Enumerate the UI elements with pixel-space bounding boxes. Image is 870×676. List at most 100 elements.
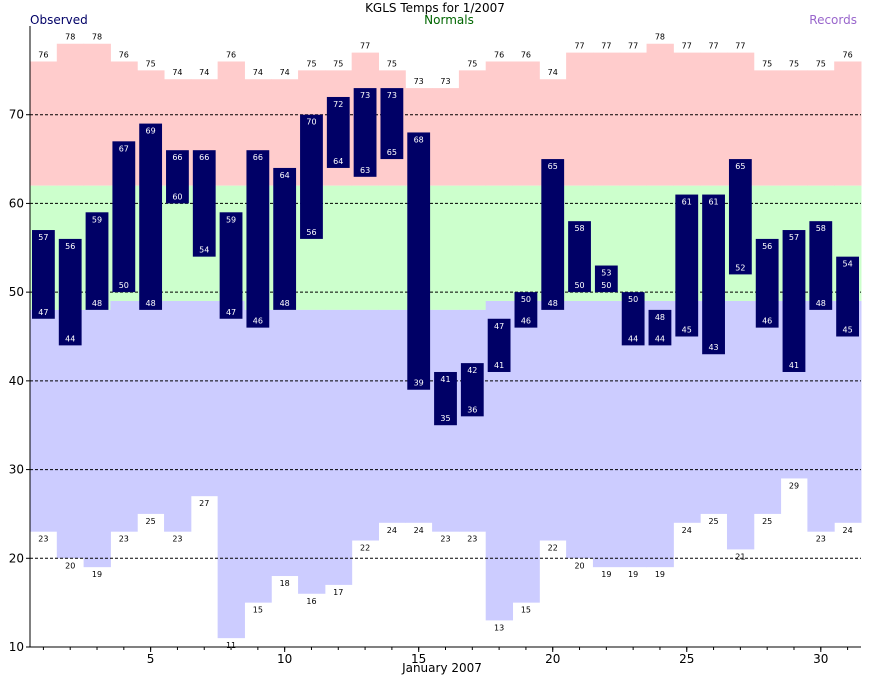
record-low-label: 29 (789, 481, 799, 490)
record-high-label: 77 (601, 42, 611, 51)
observed-low-label: 35 (440, 414, 450, 423)
observed-bar (300, 114, 323, 239)
observed-bar (32, 230, 55, 319)
record-low-label: 20 (65, 561, 75, 570)
observed-low-label: 43 (708, 343, 718, 352)
y-tick-label: 10 (9, 640, 24, 654)
x-tick-label: 5 (147, 652, 155, 666)
x-axis-label: January 2007 (401, 661, 482, 675)
observed-bar (594, 265, 618, 293)
y-tick-label: 20 (9, 551, 24, 565)
observed-low-label: 64 (333, 157, 343, 166)
observed-bar (782, 230, 806, 372)
record-low-band (324, 309, 353, 585)
record-low-band (164, 301, 192, 532)
observed-high-label: 66 (199, 153, 209, 162)
observed-high-label: 66 (253, 153, 263, 162)
observed-high-label: 41 (440, 375, 450, 384)
record-high-band (458, 70, 487, 186)
y-tick-label: 40 (9, 374, 24, 388)
x-tick-label: 15 (411, 652, 426, 666)
record-low-label: 11 (226, 641, 236, 650)
record-low-band (190, 301, 219, 497)
record-low-band (566, 301, 594, 559)
record-low-band (56, 309, 85, 559)
record-high-label: 74 (280, 68, 290, 77)
record-low-label: 25 (146, 517, 156, 526)
record-low-label: 25 (708, 517, 718, 526)
observed-bar (166, 150, 189, 204)
x-tick-label: 20 (545, 652, 560, 666)
normal-band (646, 185, 674, 302)
record-high-band (700, 52, 728, 186)
observed-bar (219, 212, 243, 319)
record-high-band (807, 70, 835, 186)
record-low-label: 19 (655, 570, 665, 579)
legend-normals: Normals (424, 13, 474, 27)
normal-band (512, 185, 540, 302)
record-low-label: 15 (253, 606, 263, 615)
observed-bar (728, 159, 752, 275)
y-tick-label: 60 (9, 196, 24, 210)
record-high-band (673, 52, 701, 186)
record-low-label: 25 (762, 517, 772, 526)
observed-high-label: 65 (735, 162, 745, 171)
record-low-label: 16 (306, 597, 316, 606)
record-low-label: 19 (628, 570, 638, 579)
observed-high-label: 61 (682, 198, 692, 207)
record-low-band (110, 301, 138, 532)
normal-band (458, 185, 487, 310)
observed-bar (541, 159, 565, 310)
observed-low-label: 54 (199, 246, 209, 255)
record-low-label: 22 (360, 544, 370, 553)
observed-low-label: 36 (467, 405, 477, 414)
observed-high-label: 47 (494, 322, 504, 331)
observed-low-label: 63 (360, 166, 370, 175)
record-low-label: 15 (521, 606, 531, 615)
observed-low-label: 52 (735, 263, 745, 272)
record-low-label: 24 (414, 526, 424, 535)
observed-bar (755, 238, 779, 328)
record-low-band (378, 309, 406, 523)
record-high-label: 77 (708, 42, 718, 51)
record-high-label: 77 (360, 42, 370, 51)
observed-low-label: 47 (38, 308, 48, 317)
record-high-label: 74 (253, 68, 263, 77)
observed-bar (407, 132, 431, 390)
record-high-band (566, 52, 594, 186)
observed-bar (434, 371, 457, 426)
observed-bar (487, 318, 511, 372)
record-high-label: 75 (306, 59, 316, 68)
observed-bar (514, 292, 538, 328)
record-high-label: 75 (387, 59, 397, 68)
record-low-band (592, 301, 621, 568)
observed-bar (112, 141, 136, 293)
observed-bar (809, 221, 833, 310)
observed-bars-layer (32, 88, 859, 426)
observed-high-label: 69 (146, 127, 156, 136)
record-high-label: 75 (467, 59, 477, 68)
observed-low-label: 50 (119, 281, 129, 290)
observed-low-label: 39 (414, 379, 424, 388)
x-tick-label: 25 (679, 652, 694, 666)
record-high-label: 76 (38, 50, 48, 59)
observed-low-label: 50 (574, 281, 584, 290)
record-high-label: 73 (414, 77, 424, 86)
observed-high-label: 50 (628, 295, 638, 304)
observed-bar (702, 194, 725, 355)
observed-low-label: 48 (816, 299, 826, 308)
observed-bar (568, 221, 591, 293)
record-low-band (137, 301, 165, 514)
record-high-label: 77 (682, 42, 692, 51)
record-high-band (512, 61, 540, 186)
record-low-label: 23 (119, 535, 129, 544)
normal-band (432, 185, 460, 310)
record-low-label: 23 (38, 535, 48, 544)
normal-band (619, 185, 648, 302)
y-tick-label: 50 (9, 285, 24, 299)
record-low-band (512, 301, 540, 603)
record-high-label: 75 (146, 59, 156, 68)
observed-high-label: 48 (655, 313, 665, 322)
record-low-band (244, 309, 272, 603)
normal-band (378, 185, 406, 310)
